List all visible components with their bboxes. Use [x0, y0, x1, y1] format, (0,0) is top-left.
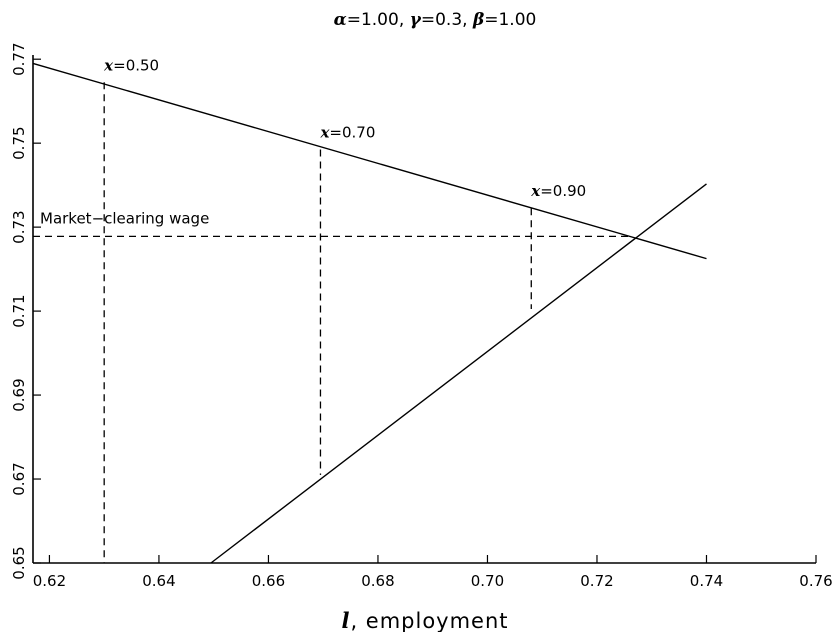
title-symbol-0: α	[334, 10, 347, 30]
marker-label-0: x=0.50	[103, 56, 159, 74]
marker-symbol-1: x	[319, 123, 330, 141]
marker-symbol-0: x	[103, 56, 114, 74]
marker-label-1: x=0.70	[319, 123, 375, 141]
y-tick-label-0: 0.65	[10, 546, 28, 579]
y-tick-label-4: 0.73	[10, 210, 28, 243]
x-tick-label-2: 0.66	[252, 572, 285, 590]
chart-title: α=1.00, γ=0.3, β=1.00	[334, 10, 537, 30]
series-group	[32, 62, 707, 564]
x-axis-label-text: , employment	[350, 609, 508, 632]
y-tick-label-3: 0.71	[10, 294, 28, 327]
y-tick-label-2: 0.69	[10, 378, 28, 411]
market-clearing-label: Market−clearing wage	[40, 209, 209, 227]
x-tick-label-5: 0.72	[580, 572, 613, 590]
marker-symbol-2: x	[530, 182, 541, 200]
y-tick-label-6: 0.77	[10, 42, 28, 75]
title-value-0: =1.00,	[347, 10, 410, 30]
marker-value-2: =0.90	[540, 182, 586, 200]
title-symbol-2: β	[472, 10, 484, 30]
x-axis-label: l, employment	[341, 608, 508, 632]
title-symbol-1: γ	[410, 10, 422, 30]
y-tick-label-1: 0.67	[10, 462, 28, 495]
marker-value-0: =0.50	[113, 56, 159, 74]
y-ticks: 0.65 0.67 0.69 0.71 0.73 0.75 0.77	[10, 42, 41, 580]
x-tick-label-1: 0.64	[142, 572, 175, 590]
series-line-1	[210, 183, 707, 564]
title-value-1: =0.3,	[421, 10, 473, 30]
x-axis-label-var: l	[341, 608, 350, 632]
x-ticks: 0.62 0.64 0.66 0.68 0.70 0.72 0.74 0.76	[33, 555, 833, 590]
marker-value-1: =0.70	[329, 123, 375, 141]
x-tick-label-3: 0.68	[361, 572, 394, 590]
x-tick-label-4: 0.70	[471, 572, 504, 590]
x-tick-label-7: 0.76	[799, 572, 832, 590]
y-tick-label-5: 0.75	[10, 126, 28, 159]
x-tick-label-6: 0.74	[690, 572, 723, 590]
x-tick-label-0: 0.62	[33, 572, 66, 590]
marker-label-2: x=0.90	[530, 182, 586, 200]
title-value-2: =1.00	[484, 10, 536, 30]
series-line-0	[32, 62, 707, 260]
